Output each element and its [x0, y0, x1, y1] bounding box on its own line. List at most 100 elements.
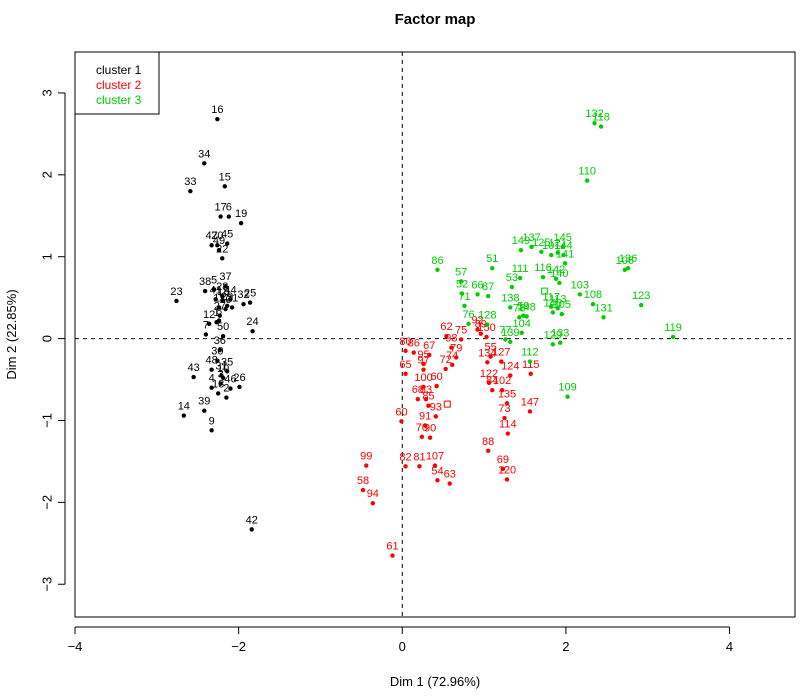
point-label: 123	[632, 290, 650, 302]
data-point	[399, 419, 404, 424]
point-label: 109	[558, 382, 576, 394]
point-label: 45	[221, 229, 233, 241]
point-label: 21	[226, 292, 238, 304]
point-label: 31	[215, 360, 227, 372]
x-tick-label: −2	[231, 639, 246, 654]
data-point	[598, 124, 604, 129]
point-label: 12	[203, 309, 215, 321]
data-point	[422, 423, 428, 428]
data-point	[222, 184, 227, 189]
point-label: 128	[478, 310, 496, 322]
data-point	[250, 329, 255, 334]
point-label: 15	[219, 171, 231, 183]
data-point	[459, 291, 465, 296]
data-point	[217, 347, 223, 353]
data-point	[419, 434, 425, 440]
data-point	[421, 384, 426, 390]
point-label: 57	[455, 266, 467, 278]
y-tick-label: −2	[40, 495, 55, 510]
data-point	[638, 302, 644, 308]
point-label: 115	[522, 359, 540, 371]
point-label: 86	[431, 255, 443, 267]
data-point	[502, 415, 507, 421]
point-label: 150	[477, 322, 495, 334]
data-point	[224, 303, 230, 309]
point-label: 98	[445, 333, 457, 345]
point-label: 83	[420, 384, 432, 396]
point-label: 38	[199, 276, 211, 288]
data-point	[435, 267, 440, 273]
data-point	[427, 352, 432, 358]
point-label: 27	[214, 301, 226, 313]
data-point	[174, 298, 179, 304]
point-label: 24	[246, 316, 258, 328]
point-label: 3	[218, 369, 224, 381]
point-label: 60	[431, 371, 443, 383]
y-tick-label: 1	[40, 253, 55, 260]
x-tick-label: 4	[726, 639, 733, 654]
data-point	[202, 288, 208, 294]
data-point	[241, 302, 246, 307]
point-label: 29	[221, 291, 233, 303]
data-point	[247, 300, 253, 305]
data-point	[224, 369, 230, 374]
point-label: 67	[423, 340, 435, 352]
point-label: 8	[216, 306, 222, 318]
point-label: 145	[553, 232, 571, 244]
x-axis-label: Dim 1 (72.96%)	[390, 674, 480, 689]
data-point	[220, 375, 226, 381]
data-point	[223, 283, 228, 289]
point-label: 113	[549, 293, 567, 305]
point-label: 54	[431, 465, 443, 477]
point-label: 68	[412, 384, 424, 396]
data-point	[454, 355, 459, 360]
point-label: 125	[532, 237, 550, 249]
data-point	[485, 293, 491, 299]
legend-entry: cluster 3	[96, 93, 142, 107]
data-point	[203, 332, 209, 337]
data-point	[432, 463, 438, 468]
data-point	[490, 387, 495, 393]
point-label: 33	[184, 176, 196, 188]
point-label: 28	[216, 281, 228, 293]
data-point	[508, 305, 513, 310]
point-label: 144	[554, 240, 572, 252]
data-point	[435, 478, 440, 483]
point-label: 51	[486, 253, 498, 265]
data-point	[215, 391, 221, 396]
y-tick-label: 3	[40, 89, 55, 96]
data-point	[524, 314, 529, 319]
point-label: 60	[395, 406, 407, 418]
data-point	[592, 121, 597, 126]
data-point	[443, 366, 448, 372]
point-label: 5	[211, 274, 217, 286]
data-point	[555, 306, 560, 311]
data-point	[370, 500, 376, 506]
point-label: 93	[430, 401, 442, 413]
data-point	[206, 321, 212, 327]
data-point	[517, 275, 523, 281]
point-label: 63	[444, 469, 456, 481]
data-point	[555, 250, 560, 255]
data-point	[485, 322, 490, 327]
point-label: 9	[209, 415, 215, 427]
data-point	[527, 359, 533, 364]
data-point	[449, 362, 455, 367]
point-label: 74	[446, 350, 458, 362]
data-point	[528, 371, 533, 377]
centroids-layer	[443, 287, 549, 408]
data-point	[220, 293, 225, 299]
point-label: 104	[513, 318, 531, 330]
data-point	[475, 327, 480, 332]
point-label: 137	[522, 232, 540, 244]
point-label: 119	[664, 322, 682, 334]
point-label: 36	[214, 335, 226, 347]
point-label: 49	[213, 235, 225, 247]
data-point	[557, 280, 562, 286]
data-point	[490, 265, 495, 271]
data-point	[508, 373, 513, 378]
point-label: 32	[237, 289, 249, 301]
point-label: 91	[419, 410, 431, 422]
point-label: 52	[456, 279, 468, 291]
data-point	[237, 384, 242, 390]
